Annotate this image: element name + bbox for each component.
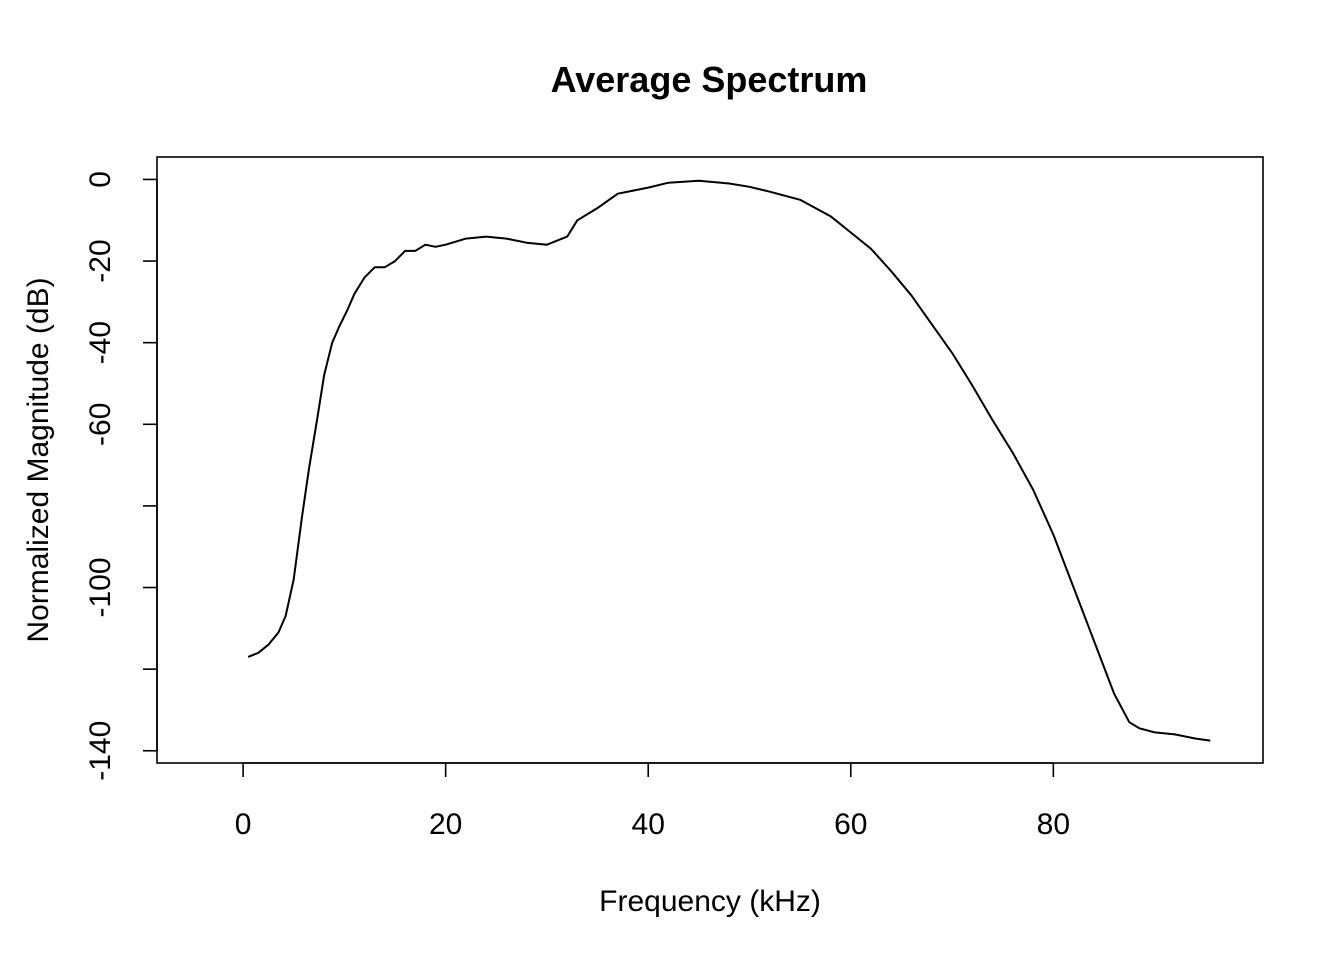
x-tick-label: 0 (235, 808, 252, 841)
y-tick-label: -20 (84, 239, 117, 282)
y-tick-label: -60 (84, 403, 117, 446)
x-tick-label: 20 (429, 808, 462, 841)
y-axis-label: Normalized Magnitude (dB) (22, 277, 55, 642)
plot-frame (156, 156, 1264, 764)
y-tick-label: -100 (84, 558, 117, 618)
spectrum-line (247, 179, 1211, 742)
x-axis-label: Frequency (kHz) (599, 885, 821, 918)
x-tick-label: 80 (1037, 808, 1070, 841)
chart-title: Average Spectrum (551, 59, 868, 100)
y-tick-label: -40 (84, 321, 117, 364)
y-tick-label: 0 (84, 171, 117, 188)
y-axis: 0 -20 -40 -60 -100 -140 (84, 171, 158, 781)
x-axis: 0 20 40 60 80 (235, 762, 1070, 841)
x-tick-label: 60 (834, 808, 867, 841)
y-tick-label: -140 (84, 721, 117, 781)
x-tick-label: 40 (632, 808, 665, 841)
